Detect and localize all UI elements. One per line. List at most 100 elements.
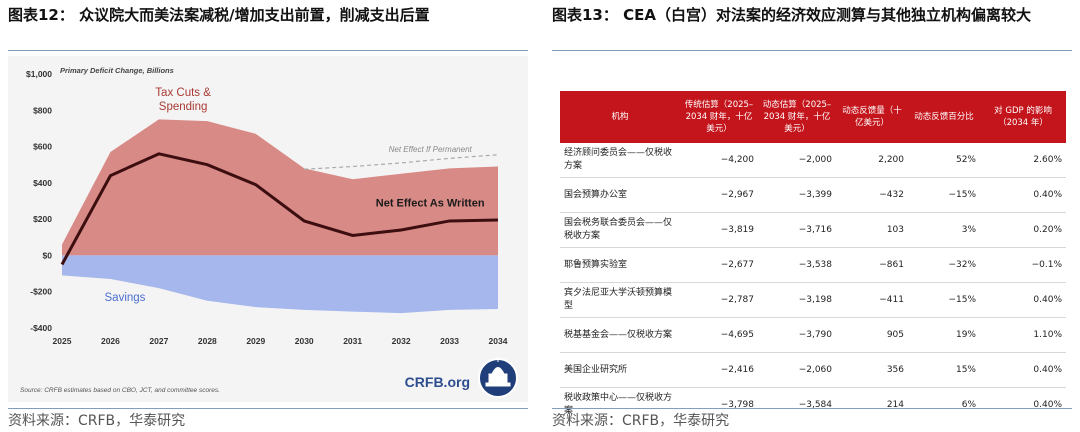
institution-cell: 耶鲁预算实验室: [560, 247, 680, 283]
table-row: 税基基金会——仅税收方案 −4,695 −3,790 905 19% 1.10%: [560, 317, 1066, 353]
value-cell: −2,787: [680, 282, 758, 318]
value-cell: −3,716: [758, 212, 836, 248]
value-cell: 3%: [908, 212, 980, 248]
table-row: 耶鲁预算实验室 −2,677 −3,538 −861 −32% −0.1%: [560, 247, 1066, 283]
net-effect-as-written-label: Net Effect As Written: [376, 197, 485, 209]
net-effect-permanent-line: [304, 154, 499, 170]
table-row: 税收政策中心——仅税收方案 −3,798 −3,584 214 6% 0.40%: [560, 388, 1066, 423]
value-cell: 0.40%: [980, 177, 1066, 213]
table-row: 经济顾问委员会——仅税收方案 −4,200 −2,000 2,200 52% 2.60%: [560, 143, 1066, 178]
y-tick-label: $0: [43, 250, 53, 260]
savings-label: Savings: [105, 292, 146, 304]
header-dynamic-feedback: 动态反馈量（十亿美元）: [836, 91, 908, 143]
right-title-rule: [552, 50, 1072, 51]
header-static-estimate: 传统估算（2025–2034 财年，十亿美元）: [680, 91, 758, 143]
x-tick-label: 2027: [149, 336, 168, 346]
value-cell: −2,677: [680, 247, 758, 283]
value-cell: 103: [836, 212, 908, 248]
x-tick-label: 2026: [101, 336, 120, 346]
header-institution: 机构: [560, 91, 680, 143]
value-cell: −3,584: [798, 399, 832, 410]
value-cell: 0.40%: [980, 282, 1066, 318]
x-tick-label: 2025: [53, 336, 72, 346]
cea-estimates-table: 机构 传统估算（2025–2034 财年，十亿美元） 动态估算（2025–203…: [560, 91, 1066, 422]
value-cell: 6%: [961, 399, 976, 410]
net-effect-permanent-label: Net Effect If Permanent: [389, 145, 473, 154]
right-figure-title: 图表13： CEA（白宫）对法案的经济效应测算与其他独立机构偏离较大: [552, 6, 1031, 24]
x-tick-label: 2033: [440, 336, 459, 346]
x-tick-label: 2034: [489, 336, 508, 346]
y-tick-label: $200: [33, 214, 52, 224]
y-tick-label: $600: [33, 142, 52, 152]
table-row: 宾夕法尼亚大学沃顿预算模型 −2,787 −3,198 −411 −15% 0.40%: [560, 282, 1066, 318]
value-cell: −2,967: [680, 177, 758, 213]
table-header-row: 机构 传统估算（2025–2034 财年，十亿美元） 动态估算（2025–203…: [560, 91, 1066, 143]
institution-cell: 宾夕法尼亚大学沃顿预算模型: [560, 282, 680, 318]
value-cell: −3,399: [758, 177, 836, 213]
institution-cell: 美国企业研究所: [560, 352, 680, 388]
institution-cell: 国会税务联合委员会——仅税收方案: [560, 212, 680, 248]
value-cell: −3,790: [758, 317, 836, 353]
y-tick-label: $800: [33, 105, 52, 115]
value-cell: −15%: [908, 282, 980, 318]
value-cell: 19%: [908, 317, 980, 353]
x-tick-label: 2032: [392, 336, 411, 346]
value-cell: −3,819: [680, 212, 758, 248]
tax-cuts-spending-label: Tax Cuts & Spending: [155, 87, 211, 113]
value-cell: −2,060: [758, 352, 836, 388]
x-tick-label: 2031: [343, 336, 362, 346]
x-tick-label: 2030: [295, 336, 314, 346]
left-title-rule: [8, 50, 528, 51]
value-cell: 1.10%: [980, 317, 1066, 353]
institution-cell: 经济顾问委员会——仅税收方案: [560, 143, 680, 178]
value-cell: 214: [886, 399, 904, 410]
value-cell: 2.60%: [980, 143, 1066, 178]
savings-area: [62, 255, 498, 314]
value-cell: 0.40%: [980, 352, 1066, 388]
capitol-dome-icon: [485, 357, 511, 387]
net-effect-as-written-line: [60, 152, 499, 266]
value-cell: 356: [836, 352, 908, 388]
y-tick-label: $400: [33, 178, 52, 188]
value-cell: 15%: [908, 352, 980, 388]
deficit-chart: -$400 -$200 $0 $200 $400 $600 $800 $1,000 2025 20…: [20, 66, 518, 398]
value-cell: −2,416: [680, 352, 758, 388]
header-gdp-impact: 对 GDP 的影响（2034 年）: [980, 91, 1066, 143]
value-cell: −3,198: [758, 282, 836, 318]
table-row: 美国企业研究所 −2,416 −2,060 356 15% 0.40%: [560, 352, 1066, 388]
header-dynamic-estimate: 动态估算（2025–2034 财年，十亿美元）: [758, 91, 836, 143]
value-cell: 0.40%: [1033, 399, 1062, 410]
y-tick-label: $1,000: [26, 69, 52, 79]
value-cell: 52%: [908, 143, 980, 178]
y-tick-label: -$200: [30, 287, 52, 297]
institution-cell: 税收政策中心——仅税收方案: [564, 393, 673, 416]
left-source: 资料来源：CRFB，华泰研究: [8, 413, 186, 429]
value-cell: −861: [836, 247, 908, 283]
value-cell: 2,200: [836, 143, 908, 178]
value-cell: 0.20%: [980, 212, 1066, 248]
crfb-logo-text: CRFB.org: [405, 374, 470, 390]
chart-title: Primary Deficit Change, Billions: [60, 66, 174, 75]
value-cell: −4,200: [680, 143, 758, 178]
value-cell: −432: [836, 177, 908, 213]
header-feedback-percent: 动态反馈百分比: [908, 91, 980, 143]
value-cell: −2,000: [758, 143, 836, 178]
value-cell: −0.1%: [980, 247, 1066, 283]
right-source: 资料来源：CRFB，华泰研究: [552, 413, 730, 429]
deficit-chart-panel: -$400 -$200 $0 $200 $400 $600 $800 $1,000 2025 20…: [8, 56, 528, 402]
left-figure-title: 图表12： 众议院大而美法案减税/增加支出前置，削减支出后置: [8, 6, 430, 24]
value-cell: 905: [836, 317, 908, 353]
value-cell: −15%: [908, 177, 980, 213]
left-source-rule: [8, 408, 528, 409]
y-tick-label: -$400: [30, 323, 52, 333]
right-source-rule: [552, 408, 1072, 409]
value-cell: −32%: [908, 247, 980, 283]
x-tick-label: 2028: [198, 336, 217, 346]
chart-source-note: Source: CRFB estimates based on CBO, JCT…: [20, 387, 220, 394]
value-cell: −411: [836, 282, 908, 318]
x-tick-label: 2029: [246, 336, 265, 346]
institution-cell: 国会预算办公室: [560, 177, 680, 213]
value-cell: −4,695: [680, 317, 758, 353]
institution-cell: 税基基金会——仅税收方案: [560, 317, 680, 353]
value-cell: −3,538: [758, 247, 836, 283]
